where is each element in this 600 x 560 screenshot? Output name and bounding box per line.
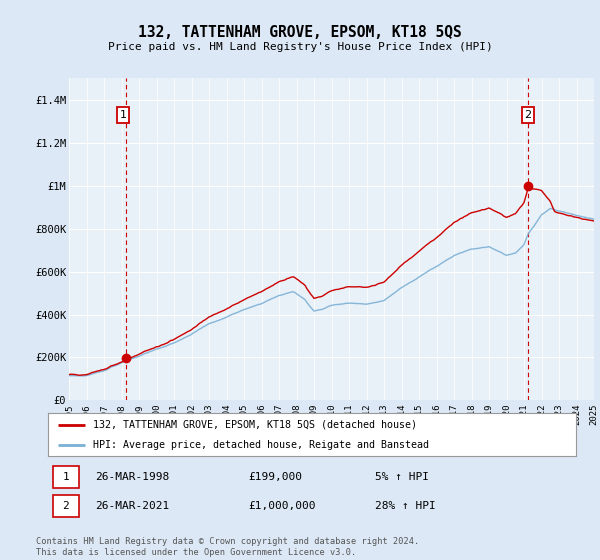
Text: 2: 2 [62, 501, 70, 511]
Text: HPI: Average price, detached house, Reigate and Banstead: HPI: Average price, detached house, Reig… [93, 441, 429, 450]
Text: 26-MAR-1998: 26-MAR-1998 [95, 472, 170, 482]
Bar [53, 465, 79, 488]
Text: 132, TATTENHAM GROVE, EPSOM, KT18 5QS (detached house): 132, TATTENHAM GROVE, EPSOM, KT18 5QS (d… [93, 419, 417, 430]
Text: Contains HM Land Registry data © Crown copyright and database right 2024.: Contains HM Land Registry data © Crown c… [36, 537, 419, 546]
Text: 132, TATTENHAM GROVE, EPSOM, KT18 5QS: 132, TATTENHAM GROVE, EPSOM, KT18 5QS [138, 25, 462, 40]
Text: 1: 1 [119, 110, 127, 120]
Text: £199,000: £199,000 [248, 472, 302, 482]
Text: 26-MAR-2021: 26-MAR-2021 [95, 501, 170, 511]
Text: 28% ↑ HPI: 28% ↑ HPI [376, 501, 436, 511]
Bar [53, 495, 79, 517]
Text: This data is licensed under the Open Government Licence v3.0.: This data is licensed under the Open Gov… [36, 548, 356, 557]
Text: Price paid vs. HM Land Registry's House Price Index (HPI): Price paid vs. HM Land Registry's House … [107, 42, 493, 52]
Text: 5% ↑ HPI: 5% ↑ HPI [376, 472, 430, 482]
Text: 1: 1 [62, 472, 70, 482]
Text: 2: 2 [524, 110, 532, 120]
Text: £1,000,000: £1,000,000 [248, 501, 316, 511]
